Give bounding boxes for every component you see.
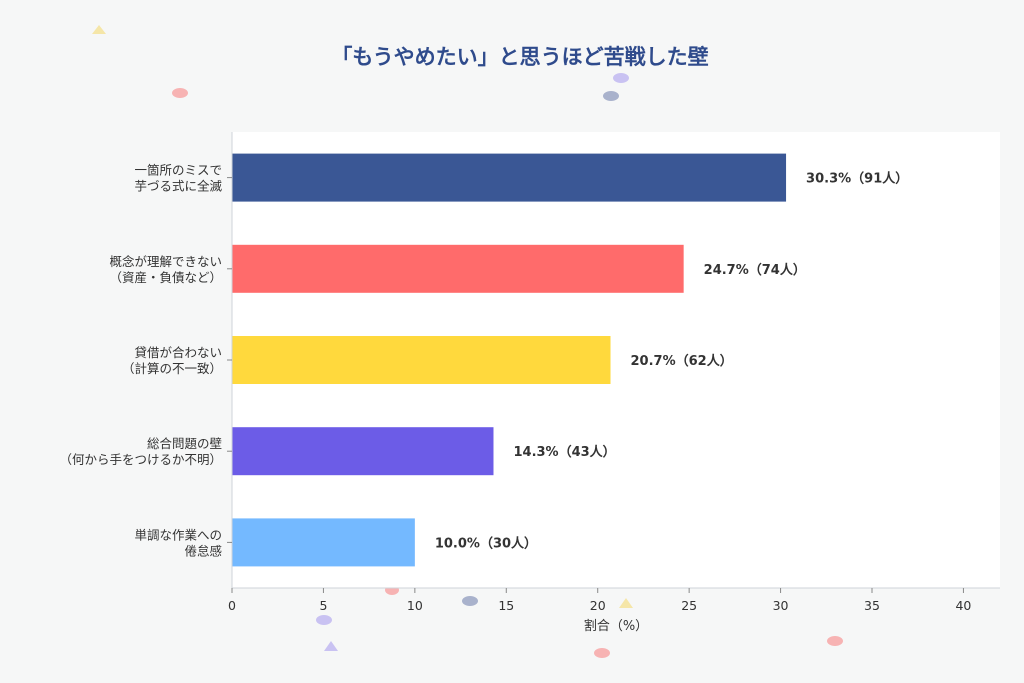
category-label: （計算の不一致） <box>122 361 222 376</box>
data-labels: 30.3%（91人） 24.7%（74人） 20.7%（62人） 14.3%（43人）… <box>435 171 908 552</box>
x-tick-label: 0 <box>228 598 236 613</box>
x-tick-label: 10 <box>407 598 423 613</box>
decor-ellipse <box>613 73 629 83</box>
chart-title: 「もうやめたい」と思うほど苦戦した壁 <box>331 45 708 69</box>
x-tick-label: 40 <box>955 598 971 613</box>
x-axis: 0 5 10 15 20 25 30 35 40 <box>227 132 1000 613</box>
decor-triangle <box>324 641 338 651</box>
decor-ellipse <box>172 88 188 98</box>
x-axis-label: 割合（%） <box>584 618 648 634</box>
category-label: 総合問題の壁 <box>147 436 222 451</box>
data-label: 14.3%（43人） <box>513 444 615 460</box>
category-label: 一箇所のミスで <box>134 163 222 178</box>
decor-ellipse <box>594 648 610 658</box>
category-label: 貸借が合わない <box>134 345 222 360</box>
decor-ellipse <box>316 615 332 625</box>
bar <box>232 427 494 476</box>
bars-layer <box>232 153 787 567</box>
x-tick-label: 30 <box>773 598 789 613</box>
decor-triangle <box>619 598 633 608</box>
category-label: 単調な作業への <box>134 527 222 542</box>
x-tick-label: 15 <box>498 598 514 613</box>
decor-ellipse <box>462 596 478 606</box>
bar <box>232 153 787 202</box>
category-label: （何から手をつけるか不明） <box>59 452 222 467</box>
decoration-shapes <box>92 25 843 658</box>
data-label: 10.0%（30人） <box>435 535 537 551</box>
x-tick-label: 35 <box>864 598 880 613</box>
category-label: 倦怠感 <box>184 543 222 558</box>
x-tick-label: 25 <box>681 598 697 613</box>
decor-ellipse <box>603 91 619 101</box>
data-label: 20.7%（62人） <box>631 353 733 369</box>
bar <box>232 244 684 293</box>
data-label: 24.7%（74人） <box>704 262 806 278</box>
x-tick-label: 5 <box>319 598 327 613</box>
data-label: 30.3%（91人） <box>806 171 908 187</box>
bar <box>232 518 415 567</box>
category-label: 芋づる式に全滅 <box>134 179 222 194</box>
bar <box>232 336 611 384</box>
x-tick-label: 20 <box>590 598 606 613</box>
category-label: 概念が理解できない <box>109 254 222 269</box>
decor-triangle <box>92 25 106 34</box>
category-label: （資産・負債など） <box>109 270 222 285</box>
category-labels: 一箇所のミスで芋づる式に全滅概念が理解できない（資産・負債など）貸借が合わない（… <box>59 163 222 559</box>
decor-ellipse <box>827 636 843 646</box>
